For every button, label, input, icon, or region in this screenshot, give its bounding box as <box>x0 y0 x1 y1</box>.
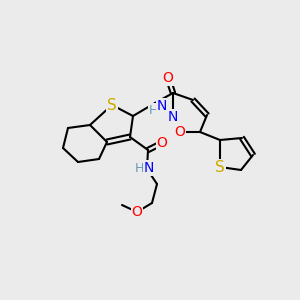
Text: N: N <box>144 161 154 175</box>
Text: N: N <box>157 99 167 113</box>
Text: O: O <box>132 205 142 219</box>
Text: O: O <box>163 71 173 85</box>
Text: S: S <box>215 160 225 175</box>
Text: S: S <box>107 98 117 112</box>
Text: O: O <box>157 136 167 150</box>
Text: H: H <box>148 103 158 116</box>
Text: O: O <box>175 125 185 139</box>
Text: N: N <box>168 110 178 124</box>
Text: H: H <box>134 161 144 175</box>
